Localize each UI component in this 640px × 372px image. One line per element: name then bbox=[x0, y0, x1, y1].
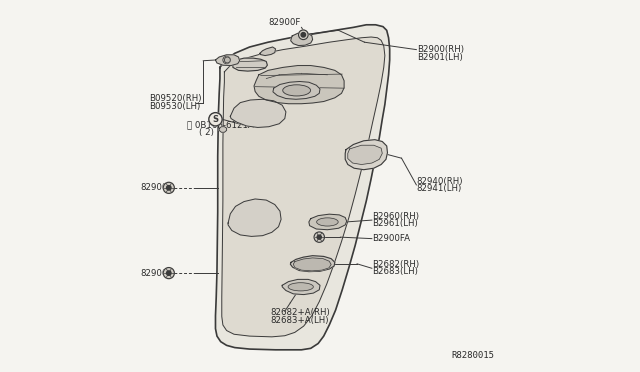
Text: B2961(LH): B2961(LH) bbox=[372, 219, 418, 228]
Text: 82682+A(RH): 82682+A(RH) bbox=[270, 308, 330, 317]
Text: 82941(LH): 82941(LH) bbox=[417, 184, 461, 193]
Text: B09520(RH): B09520(RH) bbox=[150, 94, 202, 103]
Circle shape bbox=[209, 113, 222, 126]
Text: B2683(LH): B2683(LH) bbox=[372, 267, 418, 276]
Circle shape bbox=[163, 182, 174, 193]
Text: B2960(RH): B2960(RH) bbox=[372, 212, 419, 221]
Text: ( 2): ( 2) bbox=[199, 128, 214, 137]
Polygon shape bbox=[260, 47, 276, 55]
Polygon shape bbox=[291, 33, 312, 45]
Polygon shape bbox=[254, 65, 344, 104]
Polygon shape bbox=[291, 256, 335, 272]
Circle shape bbox=[225, 57, 230, 63]
Text: B2900(RH): B2900(RH) bbox=[417, 45, 464, 54]
Polygon shape bbox=[293, 258, 331, 271]
Text: B09530(LH): B09530(LH) bbox=[150, 102, 201, 111]
Polygon shape bbox=[309, 214, 347, 230]
Text: S: S bbox=[212, 115, 218, 124]
Circle shape bbox=[301, 33, 305, 37]
Ellipse shape bbox=[317, 218, 338, 226]
Polygon shape bbox=[273, 81, 320, 99]
Polygon shape bbox=[228, 199, 281, 236]
Polygon shape bbox=[216, 25, 390, 350]
Ellipse shape bbox=[288, 283, 314, 291]
Text: R8280015: R8280015 bbox=[451, 351, 494, 360]
Polygon shape bbox=[233, 58, 268, 71]
Circle shape bbox=[317, 235, 321, 239]
Ellipse shape bbox=[283, 85, 310, 96]
Polygon shape bbox=[230, 99, 286, 128]
Circle shape bbox=[298, 30, 308, 39]
Circle shape bbox=[166, 186, 171, 190]
Text: 82900F: 82900F bbox=[140, 269, 173, 278]
Text: 82683+A(LH): 82683+A(LH) bbox=[270, 316, 328, 325]
Polygon shape bbox=[219, 127, 227, 132]
Polygon shape bbox=[282, 279, 320, 295]
Text: 82900F: 82900F bbox=[140, 183, 173, 192]
Text: Ⓢ 0B166-6121A: Ⓢ 0B166-6121A bbox=[187, 120, 253, 129]
Circle shape bbox=[163, 267, 174, 279]
Circle shape bbox=[314, 232, 324, 242]
Text: 82900F: 82900F bbox=[268, 17, 300, 27]
Polygon shape bbox=[220, 55, 236, 64]
Text: 82940(RH): 82940(RH) bbox=[417, 177, 463, 186]
Circle shape bbox=[223, 56, 230, 64]
Polygon shape bbox=[345, 140, 387, 170]
Text: B2901(LH): B2901(LH) bbox=[417, 52, 463, 61]
Polygon shape bbox=[216, 55, 239, 65]
Text: B2682(RH): B2682(RH) bbox=[372, 260, 419, 269]
Circle shape bbox=[166, 271, 171, 275]
Polygon shape bbox=[222, 37, 385, 337]
Text: B2900FA: B2900FA bbox=[372, 234, 410, 243]
Polygon shape bbox=[348, 145, 382, 164]
